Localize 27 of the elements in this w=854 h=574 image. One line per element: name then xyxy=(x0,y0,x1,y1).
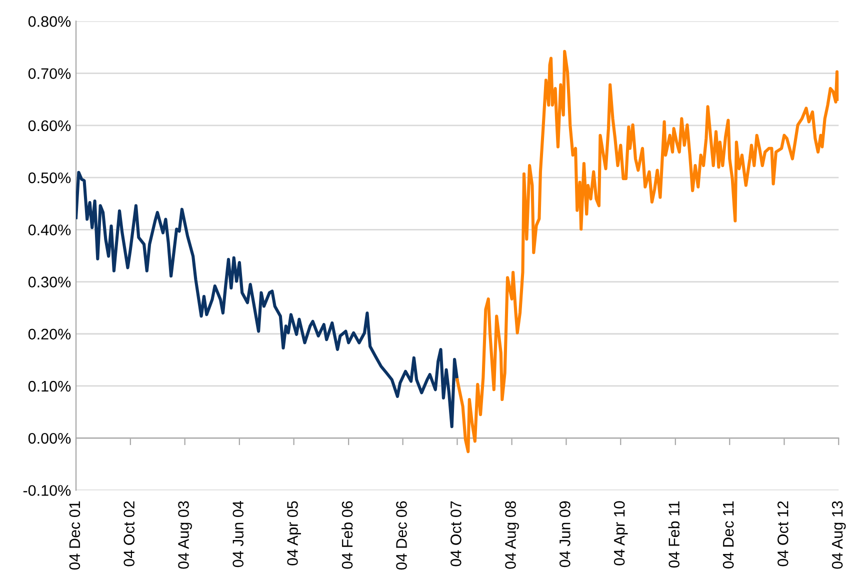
y-tick-label: 0.70% xyxy=(28,68,71,80)
y-tick-label: 0.10% xyxy=(28,380,71,392)
y-tick-label: 0.30% xyxy=(28,276,71,288)
x-tick-label: 04 Feb 11 xyxy=(668,501,680,568)
x-tick-label: 04 Apr 05 xyxy=(287,501,301,566)
y-tick-label: 0.20% xyxy=(28,328,71,340)
y-tick-label: -0.10% xyxy=(23,485,71,496)
y-tick-label: 0.50% xyxy=(28,172,71,184)
line-series xyxy=(76,170,459,428)
x-tick-label: 04 Aug 08 xyxy=(505,501,519,569)
x-tick-label: 04 Dec 01 xyxy=(69,501,80,570)
y-tick-label: 0.40% xyxy=(28,224,71,236)
x-tick-label: 04 Aug 13 xyxy=(832,501,846,569)
x-tick-label: 04 Apr 10 xyxy=(614,501,628,566)
x-tick-label: 04 Jun 04 xyxy=(232,501,244,568)
x-tick-label: 04 Dec 06 xyxy=(396,501,407,570)
y-tick-label: 0.00% xyxy=(28,432,71,444)
y-tick-label: 0.60% xyxy=(28,120,71,132)
x-tick-label: 04 Oct 07 xyxy=(450,501,462,566)
x-tick-label: 04 Oct 02 xyxy=(124,501,135,566)
line-series xyxy=(456,50,839,454)
x-tick-label: 04 Aug 03 xyxy=(178,501,192,569)
y-tick-label: 0.80% xyxy=(28,16,71,27)
x-tick-label: 04 Dec 11 xyxy=(722,501,734,569)
x-tick-label: 04 Oct 12 xyxy=(778,501,788,566)
x-tick-label: 04 Feb 06 xyxy=(341,501,353,569)
x-tick-label: 04 Jun 09 xyxy=(560,501,570,568)
